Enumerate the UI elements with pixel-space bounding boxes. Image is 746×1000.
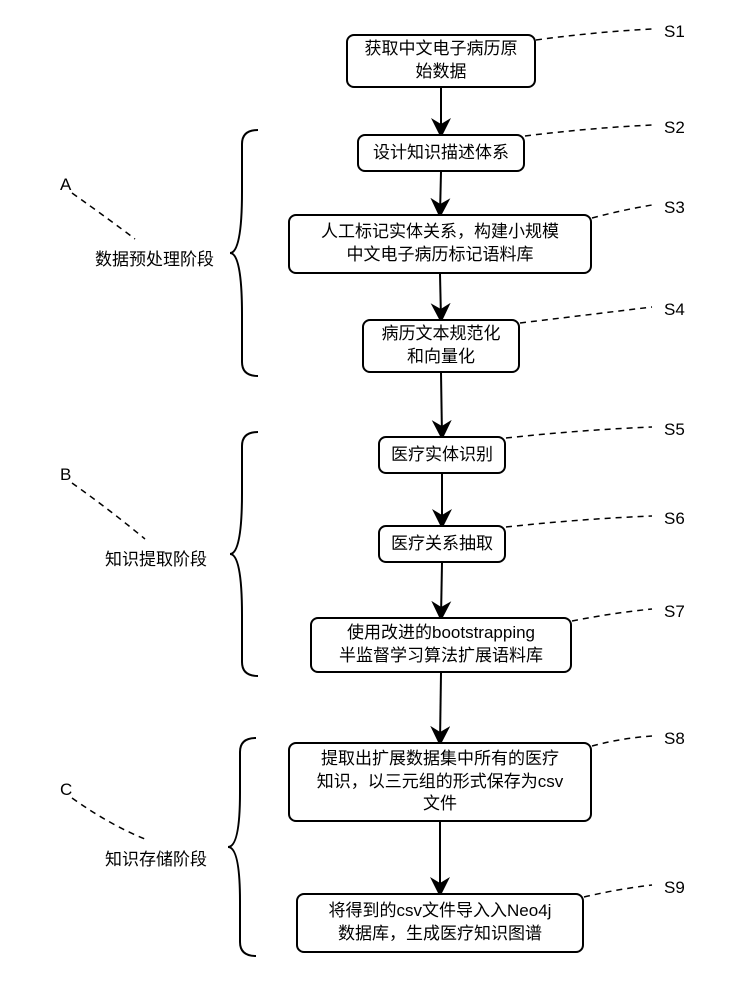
section-leader-C	[72, 798, 145, 839]
flow-node-text: 病历文本规范化 和向量化	[382, 323, 501, 369]
flow-node-text: 提取出扩展数据集中所有的医疗 知识，以三元组的形式保存为csv 文件	[317, 748, 564, 817]
step-leader-S1	[536, 29, 652, 40]
step-label-S1: S1	[664, 22, 685, 42]
section-label-B: 知识提取阶段	[105, 545, 207, 570]
bracket-A	[230, 130, 258, 376]
section-letter-C: C	[60, 780, 72, 800]
edge-s6-s7	[441, 563, 442, 617]
flow-node-s9: 将得到的csv文件导入入Neo4j 数据库，生成医疗知识图谱	[296, 893, 584, 953]
step-leader-S8	[592, 736, 652, 746]
edge-s4-s5	[441, 373, 442, 436]
step-label-S3: S3	[664, 198, 685, 218]
step-label-S2: S2	[664, 118, 685, 138]
step-leader-S3	[592, 205, 652, 218]
flow-node-s6: 医疗关系抽取	[378, 525, 506, 563]
step-leader-S2	[525, 125, 652, 136]
step-label-S5: S5	[664, 420, 685, 440]
step-label-S8: S8	[664, 729, 685, 749]
flow-node-s2: 设计知识描述体系	[357, 134, 525, 172]
flow-node-text: 设计知识描述体系	[373, 142, 509, 165]
section-leader-A	[72, 193, 135, 239]
step-label-S4: S4	[664, 300, 685, 320]
flow-node-text: 使用改进的bootstrapping 半监督学习算法扩展语料库	[339, 622, 543, 668]
step-label-S9: S9	[664, 878, 685, 898]
flow-node-s7: 使用改进的bootstrapping 半监督学习算法扩展语料库	[310, 617, 572, 673]
flow-node-s5: 医疗实体识别	[378, 436, 506, 474]
flow-node-s1: 获取中文电子病历原 始数据	[346, 34, 536, 88]
section-label-C: 知识存储阶段	[105, 845, 207, 870]
flow-node-s3: 人工标记实体关系，构建小规模 中文电子病历标记语料库	[288, 214, 592, 274]
step-label-S7: S7	[664, 602, 685, 622]
flow-node-s8: 提取出扩展数据集中所有的医疗 知识，以三元组的形式保存为csv 文件	[288, 742, 592, 822]
flow-node-text: 将得到的csv文件导入入Neo4j 数据库，生成医疗知识图谱	[329, 900, 552, 946]
step-leader-S9	[584, 885, 652, 897]
section-leader-B	[72, 483, 145, 539]
bracket-B	[230, 432, 258, 676]
step-label-S6: S6	[664, 509, 685, 529]
edge-s7-s8	[440, 673, 441, 742]
section-letter-A: A	[60, 175, 71, 195]
edge-s2-s3	[440, 172, 441, 214]
step-leader-S7	[572, 609, 652, 621]
bracket-C	[228, 738, 256, 956]
step-leader-S4	[520, 307, 652, 323]
flow-node-s4: 病历文本规范化 和向量化	[362, 319, 520, 373]
section-letter-B: B	[60, 465, 71, 485]
flow-node-text: 医疗实体识别	[391, 444, 493, 467]
flow-node-text: 医疗关系抽取	[391, 533, 493, 556]
step-leader-S5	[506, 427, 652, 438]
step-leader-S6	[506, 516, 652, 527]
flow-node-text: 获取中文电子病历原 始数据	[365, 38, 518, 84]
flow-node-text: 人工标记实体关系，构建小规模 中文电子病历标记语料库	[321, 221, 559, 267]
section-label-A: 数据预处理阶段	[95, 245, 214, 270]
edge-s3-s4	[440, 274, 441, 319]
